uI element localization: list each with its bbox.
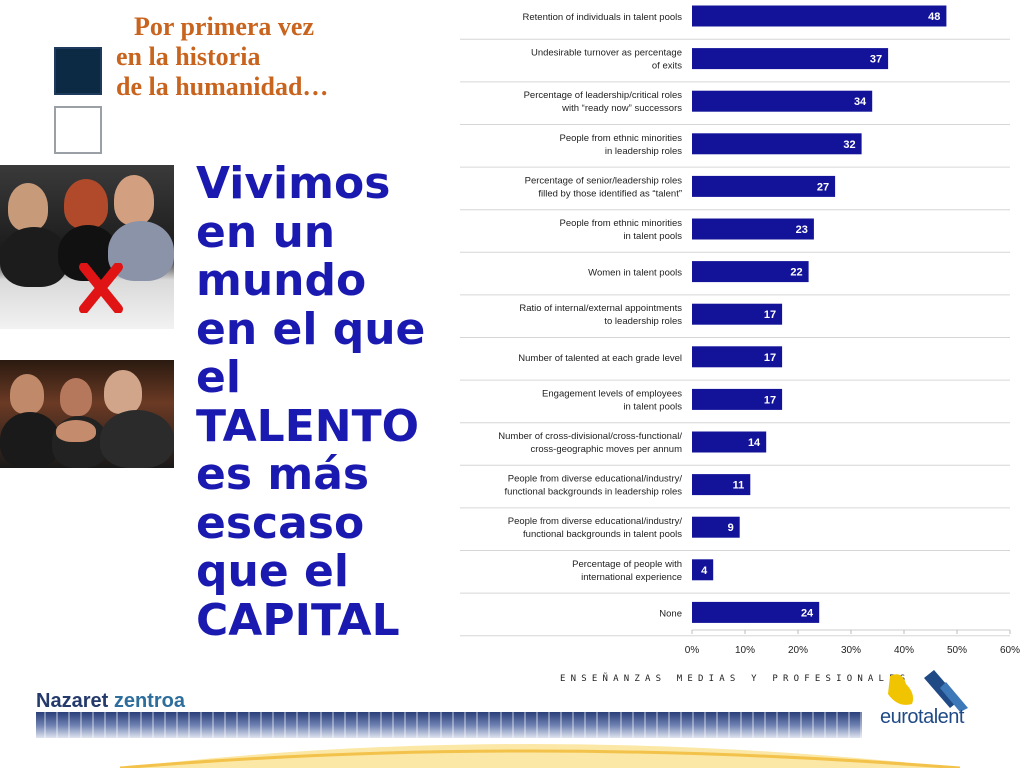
statement-line: que el xyxy=(196,546,349,597)
decorative-arc xyxy=(119,744,961,768)
category-label: Retention of individuals in talent pools xyxy=(523,12,683,23)
category-label: People from diverse educational/industry… xyxy=(508,474,683,485)
main-statement: Vivimos en un mundo en el que el TALENTO… xyxy=(196,158,426,646)
category-label: in talent pools xyxy=(623,231,682,242)
bar xyxy=(692,346,783,368)
statement-line: mundo xyxy=(196,255,367,306)
photo-judges-hands xyxy=(0,360,174,468)
category-label: in leadership roles xyxy=(605,146,682,157)
bar xyxy=(692,601,820,623)
bar xyxy=(692,90,873,112)
bar-value-label: 22 xyxy=(790,267,802,279)
category-label: Women in talent pools xyxy=(588,268,682,279)
statement-line: CAPITAL xyxy=(196,594,400,646)
bar-value-label: 4 xyxy=(701,565,708,577)
bar xyxy=(692,175,836,197)
category-label: People from ethnic minorities xyxy=(560,133,683,144)
statement-line: Vivimos xyxy=(196,158,391,209)
light-square xyxy=(54,106,102,154)
bar-value-label: 23 xyxy=(796,224,808,236)
category-label: to leadership roles xyxy=(604,316,682,327)
heading-line-3: de la humanidad… xyxy=(116,72,329,101)
footer-band xyxy=(36,712,862,738)
dark-square xyxy=(54,47,102,95)
bar-value-label: 14 xyxy=(748,437,761,449)
statement-line: en un xyxy=(196,206,336,258)
bar xyxy=(692,5,947,27)
footer-tagline: ENSEÑANZAS MEDIAS Y PROFESIONALES xyxy=(560,674,911,684)
statement-line: en el que xyxy=(196,303,426,355)
x-tick-label: 40% xyxy=(894,645,914,656)
heading-line-2: en la historia xyxy=(116,42,261,71)
bar xyxy=(692,261,809,283)
category-label: of exits xyxy=(652,61,682,72)
category-label: international experience xyxy=(581,572,682,583)
bar xyxy=(692,388,783,410)
bar-value-label: 9 xyxy=(728,522,734,534)
brand-name-part-2: zentroa xyxy=(113,690,185,712)
x-tick-label: 60% xyxy=(1000,645,1020,656)
category-label: in talent pools xyxy=(623,401,682,412)
bar-value-label: 17 xyxy=(764,352,776,364)
x-tick-label: 30% xyxy=(841,645,861,656)
footer-brand: Nazaret zentroa xyxy=(36,690,185,713)
category-label: Undesirable turnover as percentage xyxy=(531,48,682,59)
bar-chart: 48 Retention of individuals in talent poo… xyxy=(460,5,1020,656)
x-tick-label: 20% xyxy=(788,645,808,656)
bar-value-label: 27 xyxy=(817,181,829,193)
bar xyxy=(692,133,862,155)
category-label: functional backgrounds in leadership rol… xyxy=(505,487,683,498)
category-label: None xyxy=(659,608,682,619)
bar-value-label: 34 xyxy=(854,96,867,108)
eurotalent-logo-icon xyxy=(888,670,968,712)
bar-value-label: 17 xyxy=(764,309,776,321)
category-label: Percentage of people with xyxy=(572,559,682,570)
x-tick-label: 50% xyxy=(947,645,967,656)
bar-value-label: 32 xyxy=(843,139,855,151)
bar xyxy=(692,559,714,581)
category-label: Percentage of leadership/critical roles xyxy=(524,90,683,101)
category-label: with “ready now” successors xyxy=(561,103,682,114)
bar-value-label: 17 xyxy=(764,394,776,406)
statement-line: escaso xyxy=(196,497,365,549)
category-label: Ratio of internal/external appointments xyxy=(519,303,682,314)
category-label: Engagement levels of employees xyxy=(542,388,682,399)
bar xyxy=(692,516,740,538)
bar xyxy=(692,303,783,325)
bar-value-label: 11 xyxy=(733,480,745,492)
bar xyxy=(692,431,767,453)
heading: Por primera vez en la historia de la hum… xyxy=(116,12,328,102)
x-tick-label: 0% xyxy=(685,645,700,656)
bar xyxy=(692,48,889,70)
category-label: People from diverse educational/industry… xyxy=(508,516,683,527)
bar-value-label: 24 xyxy=(801,607,814,619)
category-label: Number of cross-divisional/cross-functio… xyxy=(498,431,682,442)
category-label: People from ethnic minorities xyxy=(560,218,683,229)
statement-line: el xyxy=(196,352,241,403)
category-label: cross-geographic moves per annum xyxy=(530,444,682,455)
statement-line: es más xyxy=(196,449,370,500)
bar-value-label: 48 xyxy=(928,11,940,23)
bar xyxy=(692,218,814,240)
red-x-icon xyxy=(79,263,123,313)
category-label: Number of talented at each grade level xyxy=(518,353,682,364)
category-label: filled by those identified as “talent” xyxy=(538,188,682,199)
brand-name-part-1: Nazaret xyxy=(36,690,109,712)
category-label: functional backgrounds in talent pools xyxy=(523,529,682,540)
bar xyxy=(692,474,751,496)
bar-value-label: 37 xyxy=(870,54,882,66)
logo-text: eurotalent xyxy=(880,706,964,728)
x-tick-label: 10% xyxy=(735,645,755,656)
statement-line: TALENTO xyxy=(196,400,419,452)
photo-judges xyxy=(0,165,174,329)
heading-line-1: Por primera vez xyxy=(134,12,314,41)
category-label: Percentage of senior/leadership roles xyxy=(525,175,683,186)
